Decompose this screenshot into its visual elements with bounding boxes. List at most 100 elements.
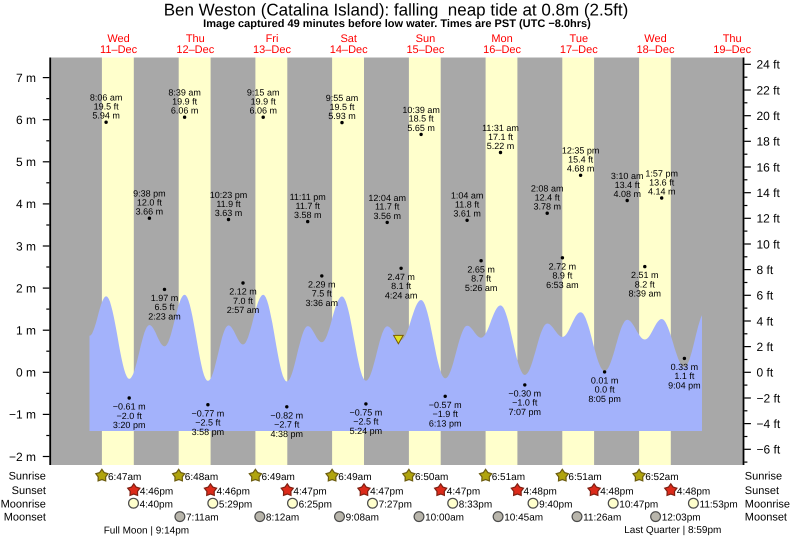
svg-text:0 m: 0 m (16, 366, 36, 380)
svg-text:−1.9 ft: −1.9 ft (433, 409, 459, 419)
svg-text:10:00am: 10:00am (425, 513, 464, 524)
svg-text:18 ft: 18 ft (757, 135, 781, 149)
svg-text:Sat: Sat (340, 33, 357, 45)
svg-text:12 ft: 12 ft (757, 212, 781, 226)
svg-text:3.78 m: 3.78 m (533, 202, 561, 212)
svg-text:4:24 am: 4:24 am (385, 290, 418, 300)
svg-text:11.9 ft: 11.9 ft (216, 199, 241, 209)
svg-text:3.58 m: 3.58 m (294, 210, 322, 220)
svg-text:Tue: Tue (570, 33, 589, 45)
svg-text:2:57 am: 2:57 am (227, 305, 260, 315)
svg-text:2:08 am: 2:08 am (531, 184, 564, 194)
svg-text:8:06 am: 8:06 am (90, 93, 123, 103)
svg-text:7.5 ft: 7.5 ft (312, 289, 333, 299)
svg-text:8:39 am: 8:39 am (629, 289, 662, 299)
svg-text:5.22 m: 5.22 m (487, 141, 515, 151)
svg-text:19.5 ft: 19.5 ft (329, 102, 355, 112)
svg-text:13.6 ft: 13.6 ft (649, 177, 675, 187)
svg-text:7:07 pm: 7:07 pm (509, 407, 542, 417)
svg-text:24 ft: 24 ft (757, 58, 781, 72)
svg-text:−2 ft: −2 ft (757, 391, 781, 405)
svg-text:Moonrise: Moonrise (1, 498, 46, 510)
svg-text:6:52am: 6:52am (645, 472, 678, 483)
svg-text:3.63 m: 3.63 m (215, 208, 243, 218)
svg-text:9:55 am: 9:55 am (326, 93, 359, 103)
svg-text:Image captured 49 minutes befo: Image captured 49 minutes before low wat… (203, 18, 591, 30)
svg-text:14–Dec: 14–Dec (330, 44, 368, 56)
svg-text:Sunset: Sunset (745, 485, 779, 497)
svg-text:Wed: Wed (644, 33, 666, 45)
svg-text:4:47pm: 4:47pm (447, 486, 480, 497)
svg-text:22 ft: 22 ft (757, 83, 781, 97)
svg-text:19.5 ft: 19.5 ft (94, 102, 120, 112)
svg-text:0 ft: 0 ft (757, 366, 774, 380)
svg-text:4 ft: 4 ft (757, 314, 774, 328)
svg-text:17–Dec: 17–Dec (560, 44, 598, 56)
svg-text:5.65 m: 5.65 m (407, 123, 435, 133)
svg-text:8:33pm: 8:33pm (459, 499, 492, 510)
svg-text:19.9 ft: 19.9 ft (172, 97, 198, 107)
svg-text:11:31 am: 11:31 am (482, 123, 519, 133)
svg-text:12:35 pm: 12:35 pm (562, 146, 600, 156)
svg-text:3:36 am: 3:36 am (306, 298, 339, 308)
svg-text:2 m: 2 m (16, 281, 36, 295)
svg-text:8 ft: 8 ft (757, 263, 774, 277)
svg-text:4.68 m: 4.68 m (567, 164, 595, 174)
svg-text:Thu: Thu (723, 33, 742, 45)
svg-text:4:46pm: 4:46pm (140, 486, 173, 497)
svg-text:2:23 am: 2:23 am (148, 312, 181, 322)
svg-text:4.14 m: 4.14 m (648, 186, 676, 196)
svg-text:−2.5 ft: −2.5 ft (353, 417, 379, 427)
svg-text:10:39 am: 10:39 am (402, 105, 440, 115)
svg-text:2.51 m: 2.51 m (631, 270, 659, 280)
svg-text:1:04 am: 1:04 am (451, 191, 484, 201)
svg-text:6 m: 6 m (16, 113, 36, 127)
svg-text:6:13 pm: 6:13 pm (429, 418, 462, 428)
svg-text:5:24 pm: 5:24 pm (350, 426, 383, 436)
svg-text:11:26am: 11:26am (583, 513, 621, 524)
svg-text:4.08 m: 4.08 m (613, 189, 641, 199)
svg-text:10 ft: 10 ft (757, 237, 781, 251)
svg-text:7.0 ft: 7.0 ft (233, 296, 254, 306)
svg-text:8.1 ft: 8.1 ft (391, 281, 412, 291)
svg-text:Last Quarter | 8:59pm: Last Quarter | 8:59pm (624, 525, 721, 536)
svg-text:20 ft: 20 ft (757, 109, 781, 123)
svg-text:12–Dec: 12–Dec (176, 44, 214, 56)
svg-text:12:03pm: 12:03pm (662, 513, 701, 524)
svg-text:0.01 m: 0.01 m (591, 376, 619, 386)
svg-text:3:58 pm: 3:58 pm (192, 427, 225, 437)
svg-text:6.06 m: 6.06 m (171, 106, 199, 116)
svg-text:13.4 ft: 13.4 ft (615, 180, 641, 190)
svg-text:9:04 pm: 9:04 pm (668, 381, 701, 391)
svg-text:5:29pm: 5:29pm (219, 499, 252, 510)
svg-text:9:15 am: 9:15 am (247, 88, 280, 98)
svg-text:Mon: Mon (491, 33, 512, 45)
svg-text:0.33 m: 0.33 m (671, 362, 699, 372)
svg-text:3.56 m: 3.56 m (373, 211, 401, 221)
svg-text:Full Moon | 9:14pm: Full Moon | 9:14pm (104, 525, 189, 536)
svg-text:11–Dec: 11–Dec (100, 44, 138, 56)
svg-text:2 ft: 2 ft (757, 340, 774, 354)
svg-text:−2.0 ft: −2.0 ft (117, 411, 143, 421)
svg-text:4:47pm: 4:47pm (293, 486, 326, 497)
svg-text:1.1 ft: 1.1 ft (674, 371, 695, 381)
svg-text:6:49am: 6:49am (338, 472, 371, 483)
svg-text:1 m: 1 m (16, 324, 36, 338)
svg-text:3.61 m: 3.61 m (453, 209, 481, 219)
svg-text:11.7 ft: 11.7 ft (375, 202, 400, 212)
svg-text:3:10 am: 3:10 am (611, 171, 644, 181)
svg-text:−0.57 m: −0.57 m (429, 400, 462, 410)
svg-text:8:39 am: 8:39 am (168, 88, 201, 98)
svg-text:11.8 ft: 11.8 ft (455, 200, 480, 210)
svg-text:−1.0 ft: −1.0 ft (512, 398, 538, 408)
svg-text:16 ft: 16 ft (757, 160, 781, 174)
svg-text:Moonset: Moonset (745, 511, 787, 523)
svg-text:7:27pm: 7:27pm (379, 499, 412, 510)
svg-text:6:53 am: 6:53 am (546, 280, 579, 290)
svg-text:0.0 ft: 0.0 ft (595, 385, 616, 395)
svg-text:10:47pm: 10:47pm (619, 499, 658, 510)
svg-text:Moonset: Moonset (4, 511, 46, 523)
svg-text:1:57 pm: 1:57 pm (645, 168, 678, 178)
svg-text:13–Dec: 13–Dec (253, 44, 291, 56)
svg-text:4:47pm: 4:47pm (370, 486, 403, 497)
